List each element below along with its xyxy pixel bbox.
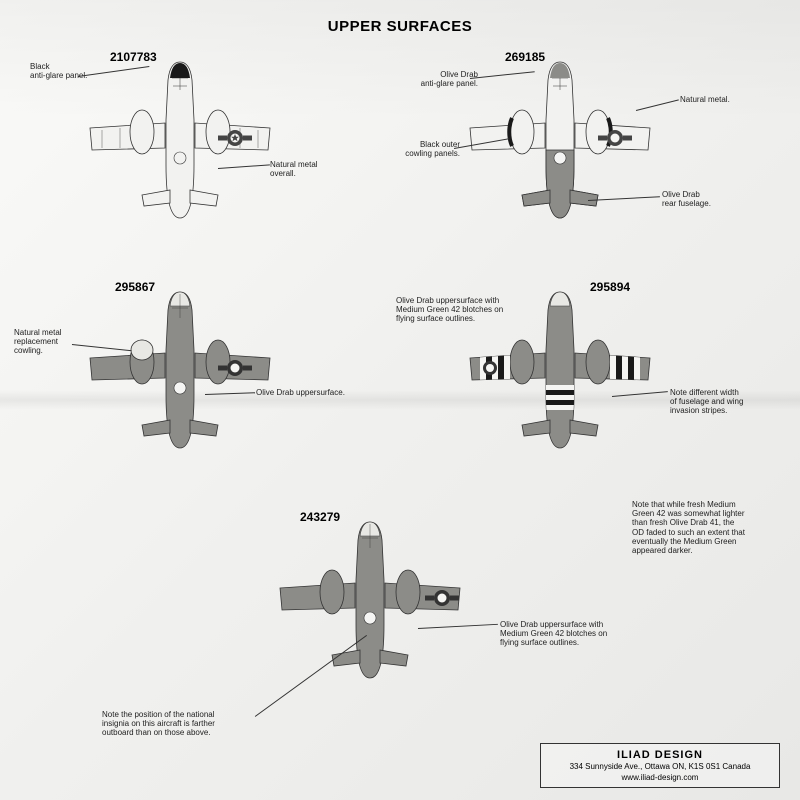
label-od-mg42-4: Olive Drab uppersurface withMedium Green…: [396, 296, 526, 324]
planview-243279: [260, 510, 480, 700]
aircraft-269185: 269185: [450, 50, 670, 245]
label-od-mg42-5: Olive Drab uppersurface withMedium Green…: [500, 620, 640, 648]
planview-269185: [450, 50, 670, 240]
publisher-box: ILIAD DESIGN 334 Sunnyside Ave., Ottawa …: [540, 743, 780, 788]
label-insignia-pos: Note the position of the nationalinsigni…: [102, 710, 242, 738]
aircraft-243279: 243279: [260, 510, 480, 705]
label-nmf: Natural metal.: [680, 95, 730, 104]
label-stripes-note: Note different widthof fuselage and wing…: [670, 388, 780, 416]
publisher-address: 334 Sunnyside Ave., Ottawa ON, K1S 0S1 C…: [549, 762, 771, 772]
label-od-rear: Olive Drabrear fuselage.: [662, 190, 711, 208]
label-black-antiglare: Blackanti-glare panel.: [30, 62, 87, 80]
label-nmf-cowl: Natural metalreplacementcowling.: [14, 328, 80, 356]
label-nmf-overall: Natural metaloverall.: [270, 160, 318, 178]
publisher-url: www.iliad-design.com: [549, 773, 771, 783]
aircraft-2107783: 2107783: [70, 50, 290, 245]
serial-2107783: 2107783: [110, 50, 157, 64]
serial-295867: 295867: [115, 280, 155, 294]
page-title: UPPER SURFACES: [0, 18, 800, 35]
aircraft-295867: 295867: [70, 280, 290, 475]
note-medium-green: Note that while fresh MediumGreen 42 was…: [632, 500, 772, 555]
serial-295894: 295894: [590, 280, 630, 294]
label-black-cowl: Black outercowling panels.: [390, 140, 460, 158]
planview-2107783: [70, 50, 290, 240]
planview-295867: [70, 280, 290, 470]
serial-269185: 269185: [505, 50, 545, 64]
label-od-upper: Olive Drab uppersurface.: [256, 388, 345, 397]
instruction-sheet: UPPER SURFACES 2107783: [0, 0, 800, 800]
label-od-antiglare: Olive Drabanti-glare panel.: [398, 70, 478, 88]
publisher-brand: ILIAD DESIGN: [549, 748, 771, 762]
serial-243279: 243279: [300, 510, 340, 524]
